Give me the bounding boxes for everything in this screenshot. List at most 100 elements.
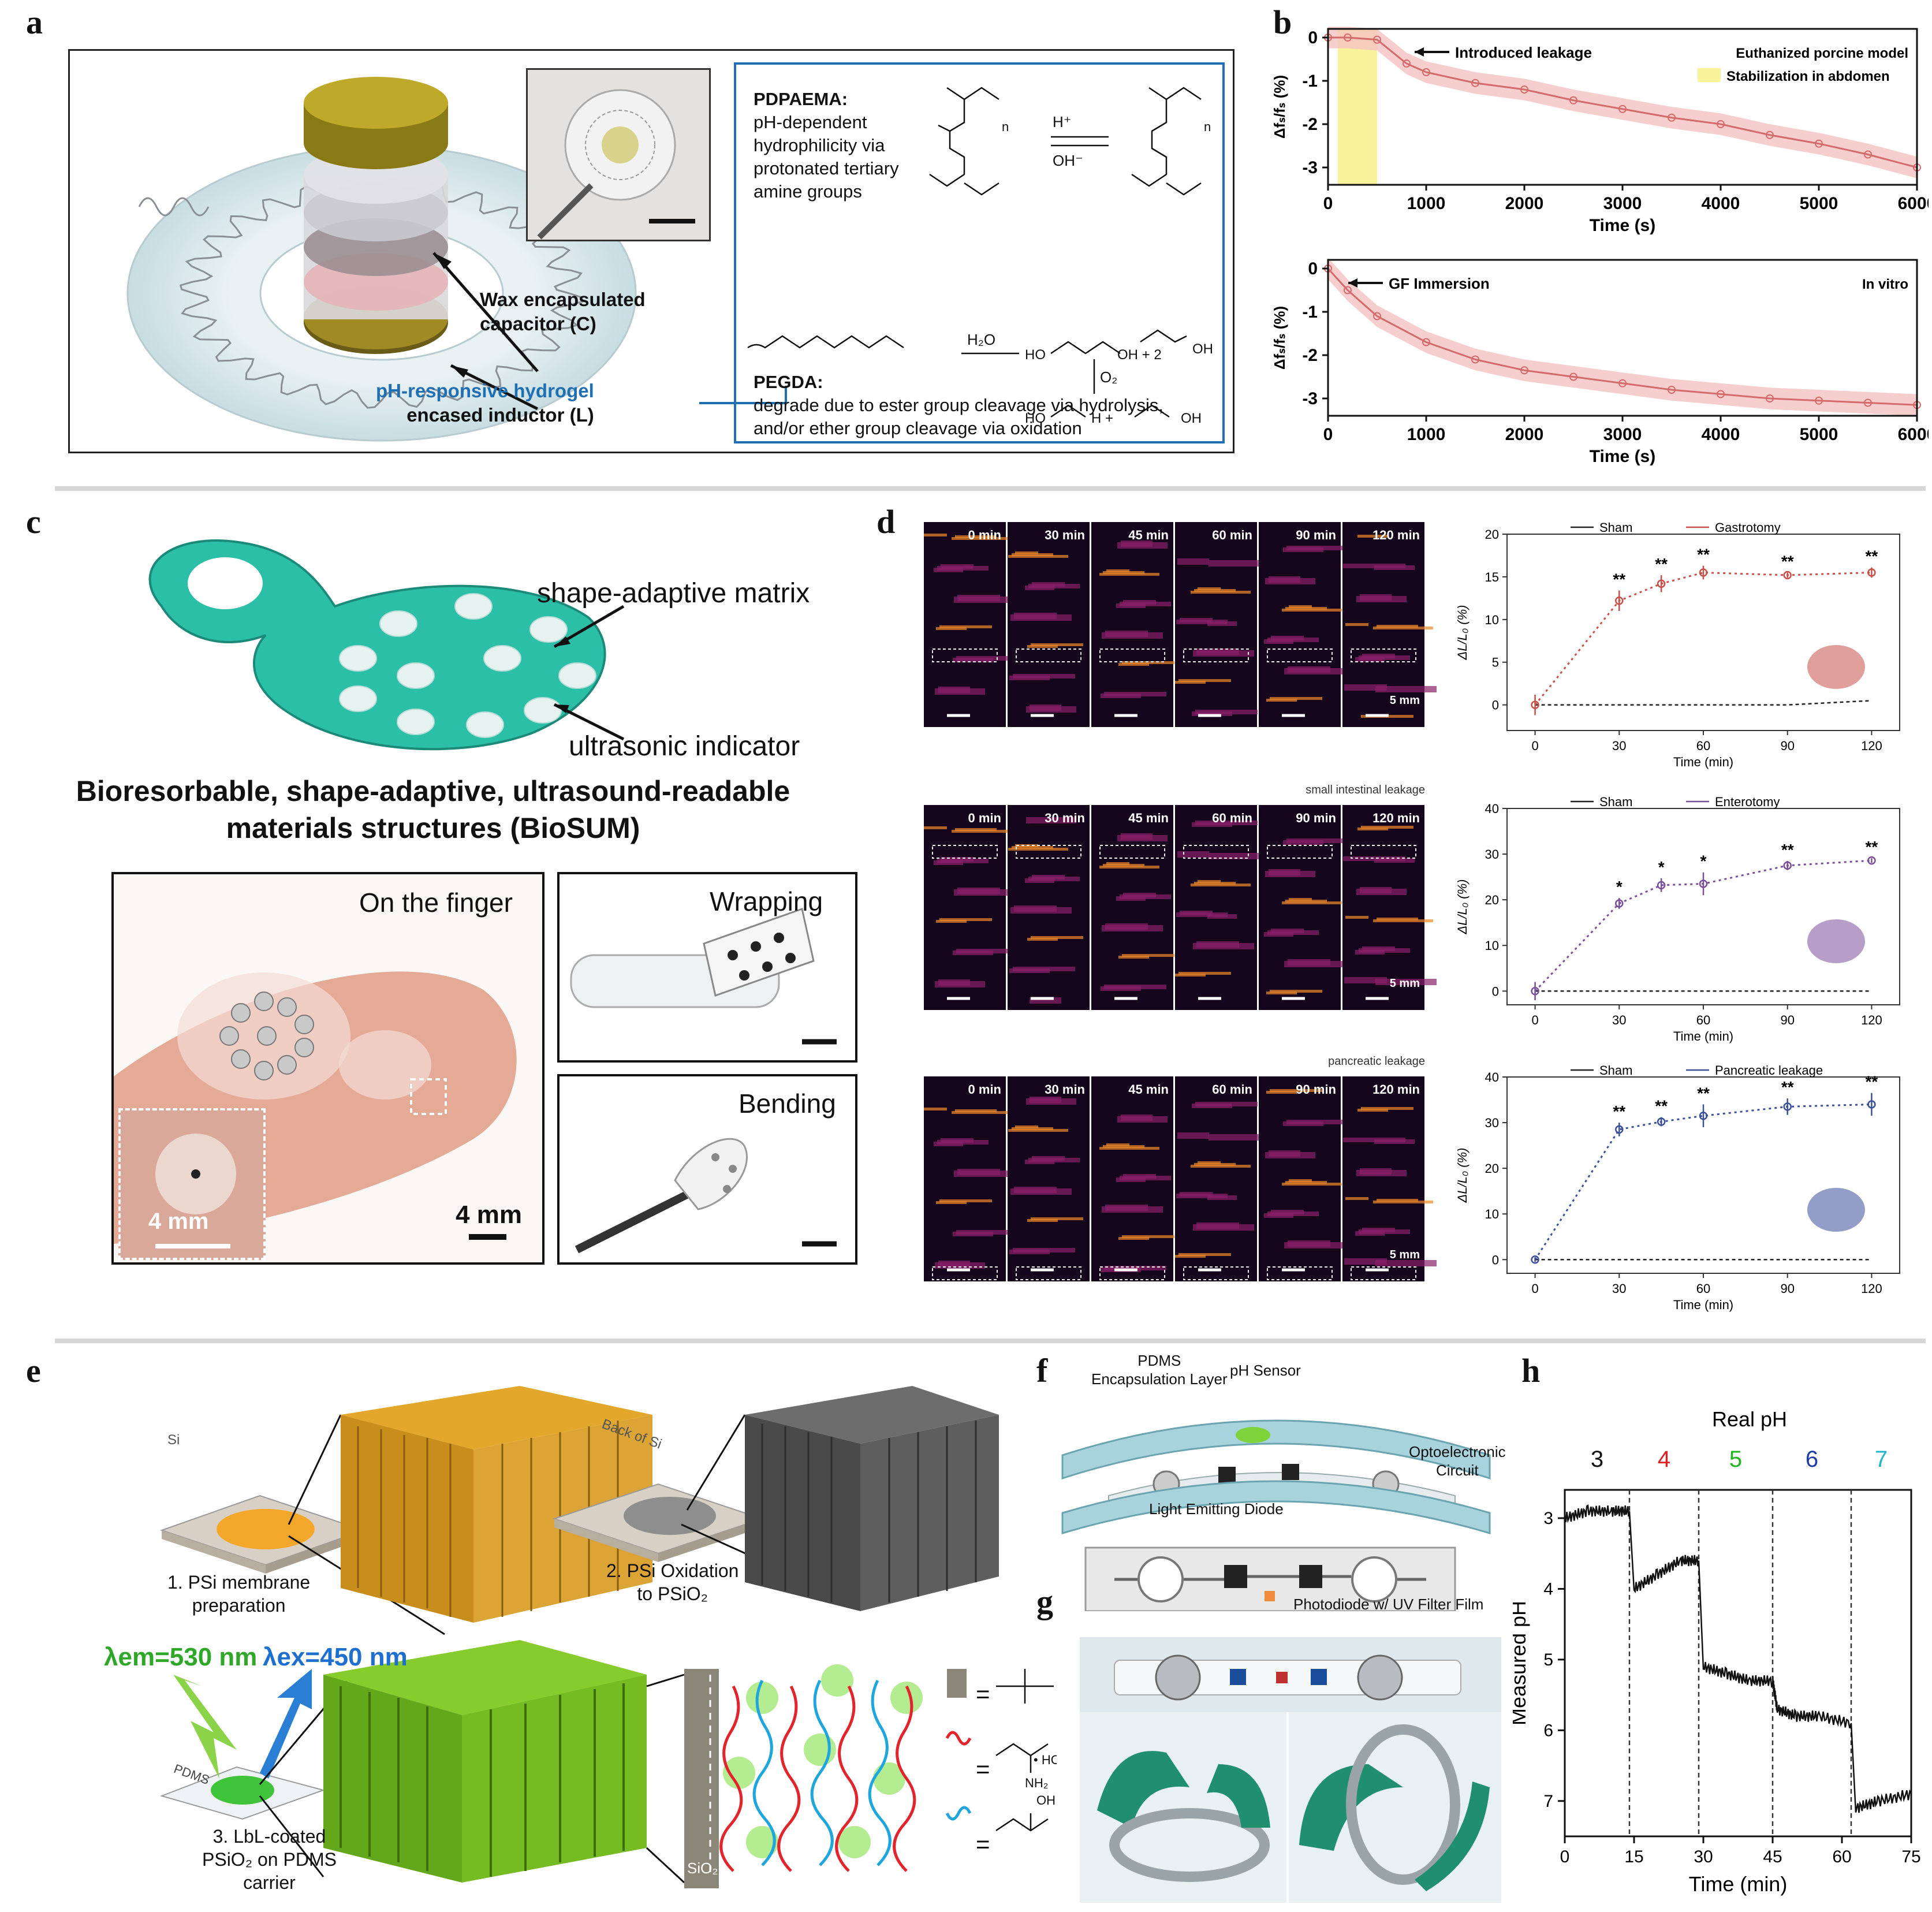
echo-texture (924, 826, 947, 829)
svg-text:OH: OH (1181, 411, 1202, 426)
biosum-illustration (148, 539, 625, 751)
x-tick-label: 60 (1696, 1013, 1710, 1027)
treatment-point (1531, 1255, 1539, 1264)
svg-text:O₂: O₂ (1100, 368, 1117, 386)
time-label: 30 min (1045, 811, 1085, 825)
treatment-point (1867, 856, 1876, 865)
data-point (1569, 372, 1577, 381)
echo-texture (1191, 1165, 1251, 1168)
time-label: 90 min (1296, 811, 1336, 825)
finger-scale-label: 4 mm (456, 1201, 522, 1229)
x-tick-label: 5000 (1800, 194, 1838, 213)
data-point (1618, 379, 1627, 387)
echo-texture (1357, 535, 1388, 538)
echo-texture (953, 951, 993, 955)
echo-texture (1192, 1104, 1232, 1108)
condition-label: In vitro (1862, 277, 1908, 292)
echo-texture (1176, 1194, 1228, 1198)
ultrasound-frame (924, 522, 1006, 727)
echo-texture (1265, 578, 1315, 584)
roi-box (1016, 648, 1081, 662)
equals-1: = (976, 1680, 990, 1708)
y-tick-label: 0 (1492, 1253, 1499, 1267)
plot-frame (1506, 534, 1900, 731)
roi-box (1099, 845, 1165, 859)
svg-text:H +: H + (1091, 411, 1113, 426)
data-point (1569, 96, 1577, 105)
panel-label-f: f (1036, 1352, 1048, 1389)
y-tick-label: 7 (1543, 1792, 1553, 1811)
x-tick-label: 30 (1694, 1847, 1713, 1866)
real-ph-label: 5 (1729, 1447, 1742, 1472)
roi-box (1183, 845, 1249, 859)
echo-texture (1122, 1235, 1174, 1238)
bending-photo: Bending (557, 1074, 857, 1265)
x-tick-label: 30 (1612, 1013, 1626, 1027)
roi-box (1267, 845, 1333, 859)
x-axis-label: Time (s) (1590, 447, 1655, 466)
bending-label: Bending (739, 1089, 836, 1119)
data-point (1864, 398, 1872, 407)
y-tick-label: -3 (1302, 389, 1318, 408)
echo-texture (1106, 1143, 1129, 1146)
y-tick-label: 0 (1308, 259, 1318, 278)
echo-texture (1008, 1129, 1068, 1132)
echo-texture (954, 597, 1015, 603)
echo-texture (1122, 661, 1174, 664)
echo-texture (1265, 1152, 1315, 1158)
echo-texture (1373, 1201, 1433, 1203)
x-tick-label: 120 (1861, 1013, 1882, 1027)
echo-texture (1266, 1091, 1297, 1094)
x-tick-label: 1000 (1407, 194, 1446, 213)
echo-texture (1177, 1132, 1209, 1139)
significance-mark: ** (1781, 1078, 1794, 1096)
echo-texture (1284, 961, 1345, 967)
x-tick-label: 2000 (1505, 425, 1544, 444)
y-tick-label: 10 (1485, 1207, 1499, 1221)
x-tick-label: 120 (1861, 1281, 1882, 1296)
significance-mark: * (1700, 852, 1707, 870)
echo-texture (1010, 614, 1072, 621)
echo-texture (1117, 542, 1168, 549)
y-tick-label: 0 (1492, 984, 1499, 998)
x-tick-label: 60 (1696, 1281, 1710, 1296)
data-point (1618, 105, 1627, 113)
y-tick-label: 40 (1485, 1070, 1499, 1084)
chart-d-pancreatic: ** ** ** ** ** 0 30 60 90 120 0 10 20 30 40 Time (min) Δ… (1455, 1063, 1900, 1312)
time-label: 90 min (1296, 528, 1336, 542)
echo-texture (1270, 990, 1322, 993)
data-point (1373, 312, 1381, 320)
treatment-point (1531, 700, 1539, 709)
device-photo (526, 68, 711, 241)
time-label: 45 min (1128, 811, 1169, 825)
wearable-device-diagram (1061, 1419, 1491, 1611)
significance-mark: ** (1697, 546, 1710, 564)
annotation-arrowhead (1415, 47, 1424, 57)
y-axis-label: Measured pH (1513, 1601, 1530, 1725)
svg-text:H₂O: H₂O (967, 331, 995, 348)
echo-texture (939, 625, 992, 628)
psio2-fabrication-diagram (159, 1386, 999, 1888)
echo-texture (1198, 587, 1221, 590)
echo-texture (1193, 650, 1254, 657)
y-tick-label: 20 (1485, 1161, 1499, 1176)
significance-mark: ** (1866, 1073, 1878, 1091)
echo-texture (1374, 565, 1415, 570)
y-tick-label: 20 (1485, 893, 1499, 907)
capacitor-label: Wax encapsulated capacitor (C) (480, 289, 646, 334)
data-point (1471, 79, 1479, 87)
data-point (1344, 286, 1352, 295)
inductor-coil (179, 178, 584, 409)
echo-texture (953, 658, 993, 662)
treatment-point (1699, 879, 1708, 888)
data-point (1766, 394, 1774, 402)
x-tick-label: 0 (1531, 739, 1538, 753)
treatment-point (1867, 1100, 1876, 1109)
indicator-label: ultrasonic indicator (569, 731, 800, 762)
treatment-line (1534, 572, 1872, 706)
echo-texture (1102, 632, 1163, 639)
echo-texture (1357, 1109, 1388, 1112)
